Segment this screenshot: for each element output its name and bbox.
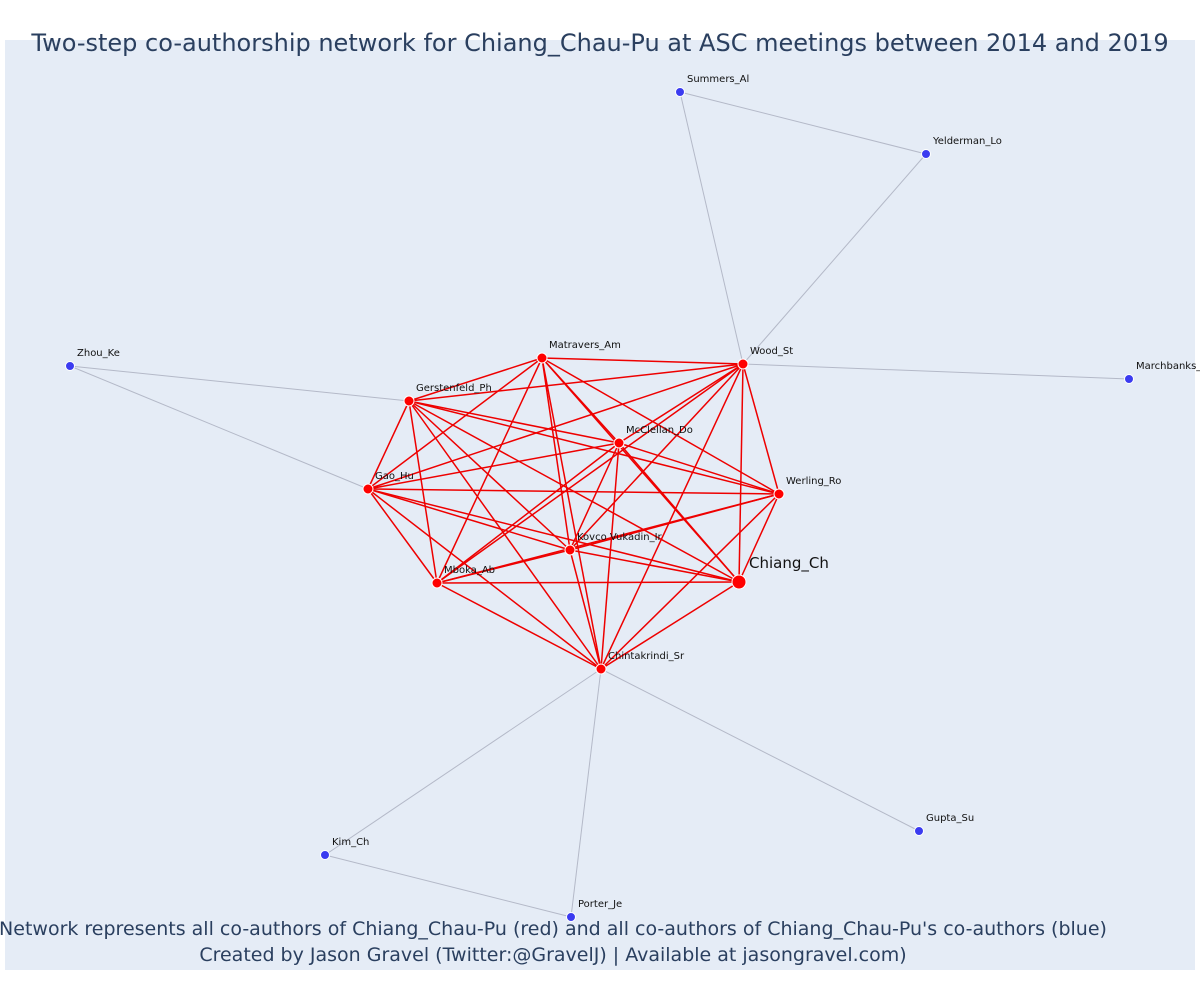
edge-wood-st-mboka-ab xyxy=(436,363,744,584)
node-mboka-ab[interactable] xyxy=(431,577,443,589)
edge-gerstenfeld-ph-mboka-ab xyxy=(408,400,438,584)
edge-mcclellan-do-kovco-vukadin-ir xyxy=(569,442,620,551)
edge-werling-ro-chintakrindi-sr xyxy=(600,493,780,670)
node-gerstenfeld-ph[interactable] xyxy=(403,395,415,407)
node-label-mboka-ab: Mboka_Ab xyxy=(444,565,495,576)
edge-kovco-vukadin-ir-chintakrindi-sr xyxy=(569,549,602,670)
node-label-kovco-vukadin-ir: Kovco Vukadin_Ir xyxy=(577,532,663,543)
caption-line-2: Created by Jason Gravel (Twitter:@Gravel… xyxy=(199,944,907,966)
node-label-marchbanks: Marchbanks_ xyxy=(1136,361,1200,372)
edge-wood-st-summers-al xyxy=(679,91,744,365)
node-gao-hu[interactable] xyxy=(362,483,374,495)
edge-kim-ch-porter-je xyxy=(324,854,572,918)
node-label-gupta-su: Gupta_Su xyxy=(926,813,974,824)
node-zhou-ke[interactable] xyxy=(65,361,75,371)
node-werling-ro[interactable] xyxy=(773,488,785,500)
edge-matravers-am-wood-st xyxy=(541,357,744,365)
edge-gerstenfeld-ph-zhou-ke xyxy=(69,365,410,402)
node-kovco-vukadin-ir[interactable] xyxy=(564,544,576,556)
node-label-wood-st: Wood_St xyxy=(750,346,793,357)
edge-gao-hu-zhou-ke xyxy=(69,365,369,490)
node-label-chiang-ch: Chiang_Ch xyxy=(749,554,829,573)
node-kim-ch[interactable] xyxy=(320,850,330,860)
edge-mcclellan-do-gao-hu xyxy=(367,442,620,490)
edge-gerstenfeld-ph-kovco-vukadin-ir xyxy=(408,400,571,551)
node-wood-st[interactable] xyxy=(737,358,749,370)
node-label-kim-ch: Kim_Ch xyxy=(332,837,369,848)
edge-mcclellan-do-mboka-ab xyxy=(436,442,620,584)
node-label-chintakrindi-sr: Chintakrindi_Sr xyxy=(608,651,685,662)
node-label-gerstenfeld-ph: Gerstenfeld_Ph xyxy=(416,383,492,394)
edge-mcclellan-do-chintakrindi-sr xyxy=(600,442,620,670)
edge-mboka-ab-chintakrindi-sr xyxy=(436,582,602,670)
edge-matravers-am-chintakrindi-sr xyxy=(541,357,602,670)
node-label-matravers-am: Matravers_Am xyxy=(549,340,621,351)
node-label-mcclellan-do: McClellan_Do xyxy=(626,425,693,436)
node-mcclellan-do[interactable] xyxy=(613,437,625,449)
edge-matravers-am-gerstenfeld-ph xyxy=(408,357,543,402)
node-porter-je[interactable] xyxy=(566,912,576,922)
node-marchbanks[interactable] xyxy=(1124,374,1134,384)
edge-gerstenfeld-ph-mcclellan-do xyxy=(408,400,620,444)
node-matravers-am[interactable] xyxy=(536,352,548,364)
node-labels: Chiang_Ch Matravers_Am Wood_St Gerstenfeld_… xyxy=(77,74,1200,910)
node-chiang-ch[interactable] xyxy=(731,574,747,590)
edge-matravers-am-mboka-ab xyxy=(436,357,543,584)
edge-gao-hu-kovco-vukadin-ir xyxy=(367,488,571,551)
edge-kovco-vukadin-ir-mboka-ab xyxy=(436,549,571,584)
node-label-summers-al: Summers_Al xyxy=(687,74,749,85)
edge-wood-st-mcclellan-do xyxy=(618,363,744,444)
node-label-porter-je: Porter_Je xyxy=(578,899,622,910)
edge-wood-st-chintakrindi-sr xyxy=(600,363,744,670)
edge-chiang-ch-werling-ro xyxy=(738,493,780,583)
node-label-werling-ro: Werling_Ro xyxy=(786,476,841,487)
edge-summers-al-yelderman-lo xyxy=(679,91,927,155)
edge-wood-st-yelderman-lo xyxy=(742,153,927,365)
edge-wood-st-gerstenfeld-ph xyxy=(408,363,744,402)
node-label-yelderman-lo: Yelderman_Lo xyxy=(932,136,1002,147)
edge-chiang-ch-mboka-ab xyxy=(436,581,740,584)
node-gupta-su[interactable] xyxy=(914,826,924,836)
chart-title: Two-step co-authorship network for Chian… xyxy=(31,29,1169,57)
edge-gerstenfeld-ph-chintakrindi-sr xyxy=(408,400,602,670)
edge-gao-hu-chintakrindi-sr xyxy=(367,488,602,670)
edge-wood-st-werling-ro xyxy=(742,363,780,495)
caption-line-1: Network represents all co-authors of Chi… xyxy=(0,918,1107,940)
primary-edges xyxy=(367,357,780,670)
edge-chintakrindi-sr-gupta-su xyxy=(600,668,920,832)
edge-mcclellan-do-werling-ro xyxy=(618,442,780,495)
edge-chiang-ch-kovco-vukadin-ir xyxy=(569,549,740,583)
node-summers-al[interactable] xyxy=(675,87,685,97)
edge-wood-st-kovco-vukadin-ir xyxy=(569,363,744,551)
edge-gerstenfeld-ph-gao-hu xyxy=(367,400,410,490)
nodes xyxy=(65,87,1134,922)
edge-chiang-ch-mcclellan-do xyxy=(618,442,740,583)
node-label-gao-hu: Gao_Hu xyxy=(375,471,414,482)
node-label-zhou-ke: Zhou_Ke xyxy=(77,348,120,359)
edge-chiang-ch-chintakrindi-sr xyxy=(600,581,740,670)
edge-chintakrindi-sr-porter-je xyxy=(570,668,602,918)
edge-gao-hu-werling-ro xyxy=(367,488,780,495)
secondary-edges xyxy=(69,91,1130,918)
edge-wood-st-gao-hu xyxy=(367,363,744,490)
node-chintakrindi-sr[interactable] xyxy=(595,663,607,675)
edge-matravers-am-werling-ro xyxy=(541,357,780,495)
node-yelderman-lo[interactable] xyxy=(921,149,931,159)
edge-chintakrindi-sr-kim-ch xyxy=(324,668,602,856)
edge-matravers-am-mcclellan-do xyxy=(541,357,620,444)
edge-matravers-am-gao-hu xyxy=(367,357,543,490)
edge-wood-st-marchbanks xyxy=(742,363,1130,380)
edge-gao-hu-mboka-ab xyxy=(367,488,438,584)
